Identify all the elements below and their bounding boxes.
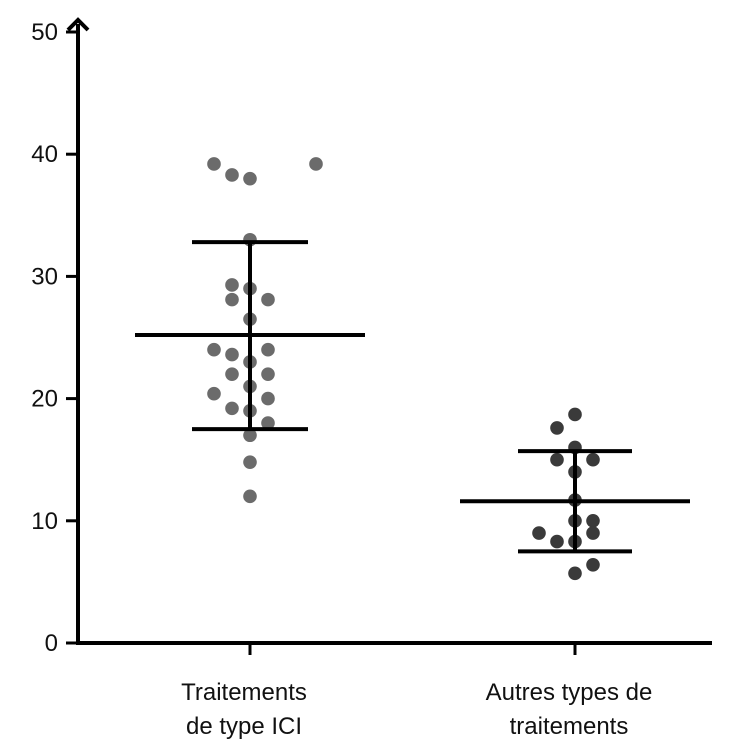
mean-sd-bars <box>135 240 690 554</box>
data-point <box>243 455 257 469</box>
y-axis-arrow <box>66 17 90 32</box>
data-point <box>586 452 600 467</box>
data-point <box>261 367 275 381</box>
data-point <box>243 428 257 443</box>
data-point <box>225 168 239 182</box>
category-label: traitements <box>510 713 629 740</box>
data-points <box>207 157 600 581</box>
data-point <box>225 367 239 381</box>
data-point <box>243 171 257 186</box>
data-point <box>207 342 221 357</box>
y-tick-label: 30 <box>31 263 58 290</box>
data-point <box>225 401 239 416</box>
data-point <box>261 292 275 307</box>
data-point <box>568 407 582 422</box>
data-point <box>207 386 221 401</box>
category-label: de type ICI <box>186 713 302 740</box>
data-point <box>586 526 600 540</box>
data-point <box>550 421 564 435</box>
data-point <box>586 557 600 572</box>
data-point <box>309 157 323 171</box>
data-point <box>550 534 564 549</box>
data-point <box>243 489 257 504</box>
data-point <box>532 526 546 540</box>
y-ticks: 0 10 20 30 40 50 <box>31 19 78 657</box>
y-tick-label: 20 <box>31 386 58 413</box>
category-label: Autres types de <box>486 679 653 706</box>
data-point <box>261 391 275 406</box>
axes <box>66 17 712 645</box>
data-point <box>568 566 582 581</box>
y-tick-label: 0 <box>45 630 58 657</box>
y-tick-label: 10 <box>31 508 58 535</box>
y-tick-label: 50 <box>31 19 58 46</box>
data-point <box>225 292 239 307</box>
data-point <box>550 452 564 467</box>
data-point <box>586 514 600 528</box>
y-tick-label: 40 <box>31 141 58 168</box>
category-labels: Traitements de type ICI Autres types de tra… <box>181 643 652 740</box>
data-point <box>261 416 275 430</box>
category-label: Traitements <box>181 679 307 706</box>
data-point <box>261 342 275 357</box>
data-point <box>207 157 221 171</box>
data-point <box>225 347 239 362</box>
data-point <box>225 278 239 292</box>
